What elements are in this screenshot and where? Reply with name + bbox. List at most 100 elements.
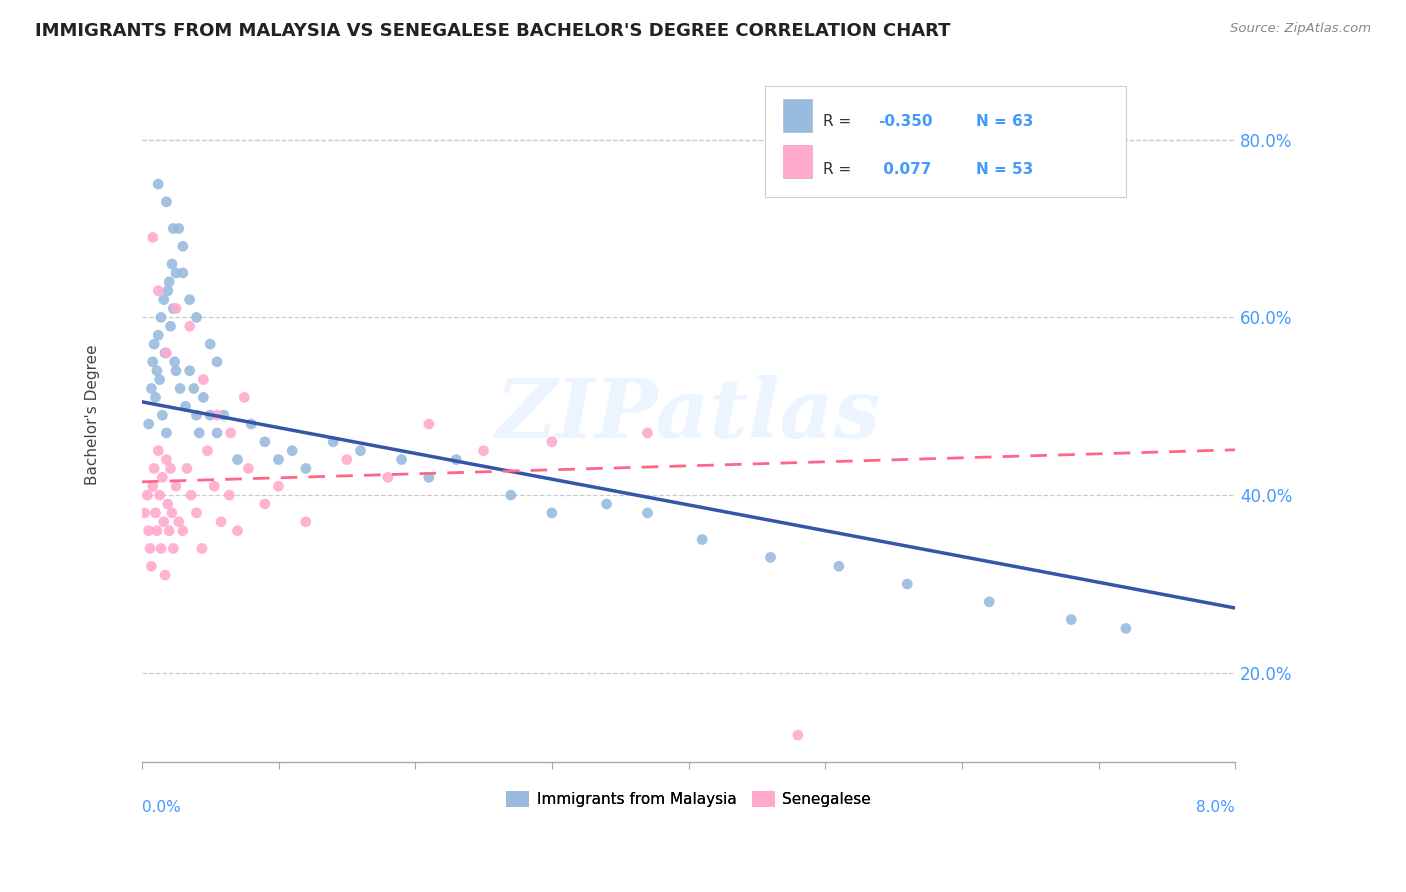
Point (142, 479, 165, 493)
Point (180, 488, 202, 502)
Point (172, 524, 194, 538)
Point (162, 221, 184, 235)
Point (828, 559, 851, 574)
Point (205, 408, 228, 422)
Point (145, 390, 167, 404)
Point (1115, 622, 1137, 636)
Point (540, 434, 562, 449)
Point (637, 506, 659, 520)
Point (377, 470, 399, 484)
Point (165, 301, 187, 316)
Point (979, 595, 1001, 609)
FancyBboxPatch shape (783, 99, 813, 132)
Point (142, 230, 165, 244)
Point (156, 284, 179, 298)
Point (162, 301, 184, 316)
Point (267, 452, 290, 467)
Point (193, 373, 215, 387)
Point (141, 382, 163, 396)
Point (193, 390, 215, 404)
Point (179, 319, 201, 334)
Point (146, 524, 169, 538)
Point (142, 355, 165, 369)
Point (145, 506, 167, 520)
Point (143, 461, 166, 475)
Point (167, 515, 190, 529)
Text: N = 53: N = 53 (976, 161, 1033, 177)
Point (143, 337, 166, 351)
Point (233, 390, 256, 404)
Point (153, 568, 176, 582)
Point (155, 452, 177, 467)
Point (136, 488, 159, 502)
Point (149, 541, 172, 556)
Point (188, 425, 211, 440)
FancyBboxPatch shape (783, 145, 813, 178)
Point (219, 425, 242, 440)
Point (139, 541, 162, 556)
Point (240, 417, 263, 431)
Point (141, 559, 163, 574)
Text: 0.077: 0.077 (877, 161, 931, 177)
Text: N = 63: N = 63 (976, 114, 1033, 129)
Text: 0.0%: 0.0% (142, 800, 180, 815)
Point (148, 284, 170, 298)
Point (167, 221, 190, 235)
Point (226, 524, 249, 538)
Text: 8.0%: 8.0% (1197, 800, 1236, 815)
Point (418, 417, 440, 431)
Text: -0.350: -0.350 (877, 114, 932, 129)
Point (391, 452, 413, 467)
Point (226, 452, 249, 467)
Point (202, 479, 225, 493)
Point (162, 541, 184, 556)
Point (148, 177, 170, 191)
Point (165, 364, 187, 378)
Point (153, 346, 176, 360)
Point (148, 328, 170, 343)
Point (150, 470, 173, 484)
Point (152, 515, 174, 529)
Point (159, 461, 181, 475)
Point (157, 275, 180, 289)
Point (146, 364, 169, 378)
Point (205, 425, 228, 440)
Point (134, 506, 156, 520)
Point (176, 461, 198, 475)
Point (155, 425, 177, 440)
Point (183, 382, 205, 396)
Point (156, 497, 179, 511)
Point (157, 524, 180, 538)
Point (150, 408, 173, 422)
Point (786, 728, 808, 742)
Point (155, 346, 177, 360)
Point (160, 257, 183, 271)
Point (595, 497, 617, 511)
Point (169, 382, 191, 396)
Point (253, 497, 276, 511)
Point (690, 533, 713, 547)
Point (472, 443, 495, 458)
Point (759, 550, 782, 565)
Point (209, 515, 232, 529)
Point (148, 443, 170, 458)
Point (163, 355, 186, 369)
Point (155, 194, 177, 209)
Text: Bachelor's Degree: Bachelor's Degree (86, 345, 100, 485)
Point (418, 470, 440, 484)
Point (198, 408, 221, 422)
Text: ZIPatlas: ZIPatlas (496, 376, 882, 455)
Point (281, 443, 304, 458)
Point (238, 461, 260, 475)
Point (540, 506, 562, 520)
Point (172, 239, 194, 253)
Point (1060, 613, 1083, 627)
Point (499, 488, 522, 502)
Point (186, 310, 208, 325)
Point (149, 488, 172, 502)
Point (896, 577, 918, 591)
Point (159, 319, 181, 334)
Legend: Immigrants from Malaysia, Senegalese: Immigrants from Malaysia, Senegalese (501, 785, 877, 814)
Point (218, 488, 240, 502)
Text: R =: R = (823, 161, 856, 177)
